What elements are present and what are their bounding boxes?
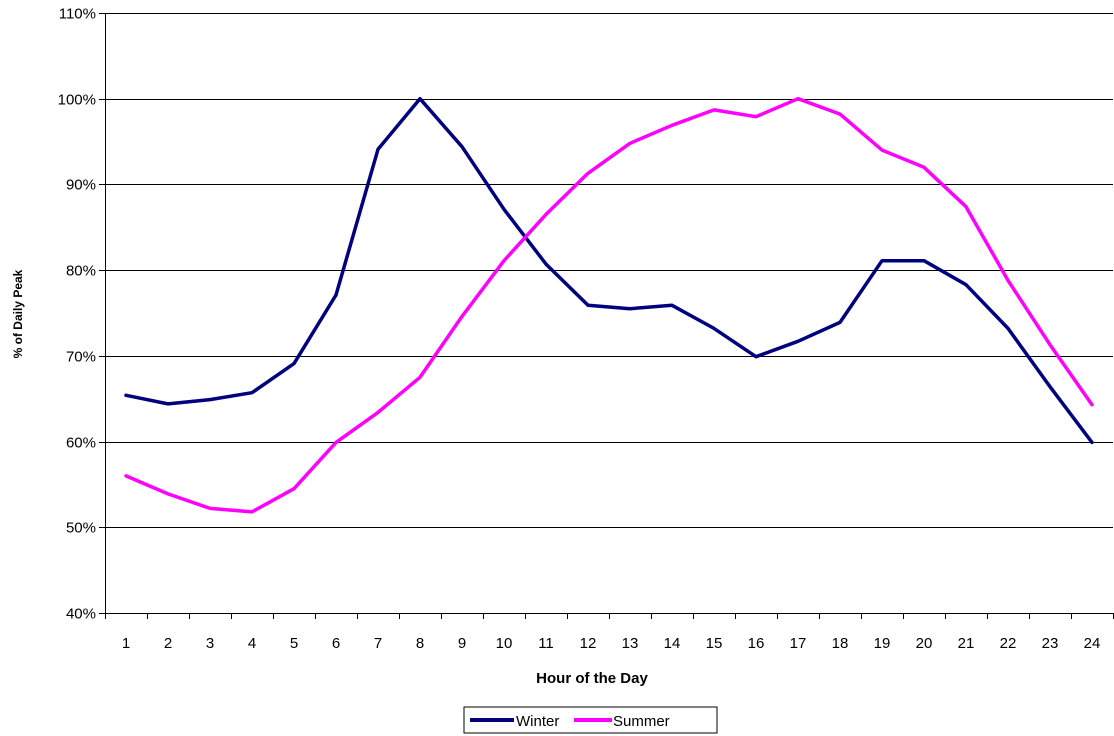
y-tick-label: 50%: [66, 520, 96, 537]
y-axis-title: % of Daily Peak: [11, 269, 25, 358]
y-tick-label: 40%: [66, 606, 96, 623]
x-tick-label: 18: [832, 635, 849, 652]
x-tick-label: 2: [164, 635, 172, 652]
legend: Winter Summer: [463, 706, 718, 734]
x-tick-label: 5: [290, 635, 298, 652]
y-tick-label: 70%: [66, 349, 96, 366]
y-tick-label: 60%: [66, 435, 96, 452]
x-tick-label: 14: [664, 635, 681, 652]
x-tick-label: 19: [874, 635, 891, 652]
axes: [99, 13, 1114, 619]
x-tick-label: 10: [496, 635, 513, 652]
x-tick-label: 20: [916, 635, 933, 652]
x-tick-label: 15: [706, 635, 723, 652]
x-tick-label: 6: [332, 635, 340, 652]
x-tick-label: 4: [248, 635, 256, 652]
gridlines: [105, 13, 1113, 528]
x-tick-label: 13: [622, 635, 639, 652]
series-line-winter: [124, 96, 1094, 445]
series-line-summer: [124, 96, 1094, 514]
x-tick-label: 9: [458, 635, 466, 652]
x-tick-label: 22: [1000, 635, 1017, 652]
legend-label-summer: Summer: [613, 713, 670, 730]
x-tick-label: 3: [206, 635, 214, 652]
legend-label-winter: Winter: [516, 713, 559, 730]
x-tick-label: 16: [748, 635, 765, 652]
y-tick-label: 80%: [66, 263, 96, 280]
x-tick-label: 23: [1042, 635, 1059, 652]
y-tick-label: 110%: [59, 6, 96, 23]
y-tick-label: 100%: [58, 92, 96, 109]
x-axis-title: Hour of the Day: [536, 670, 648, 687]
x-tick-label: 17: [790, 635, 807, 652]
y-tick-label: 90%: [66, 177, 96, 194]
x-tick-label: 7: [374, 635, 382, 652]
x-tick-label: 1: [122, 635, 130, 652]
x-tick-label: 11: [538, 635, 554, 652]
x-tick-label: 24: [1084, 635, 1101, 652]
x-tick-label: 21: [958, 635, 975, 652]
x-tick-label: 8: [416, 635, 424, 652]
x-tick-label: 12: [580, 635, 597, 652]
tick-labels: 40%50%60%70%80%90%100%110%1 2 3 4 5 6 7 8 9 10 11 1…: [58, 6, 1101, 653]
series-lines: [124, 96, 1094, 514]
